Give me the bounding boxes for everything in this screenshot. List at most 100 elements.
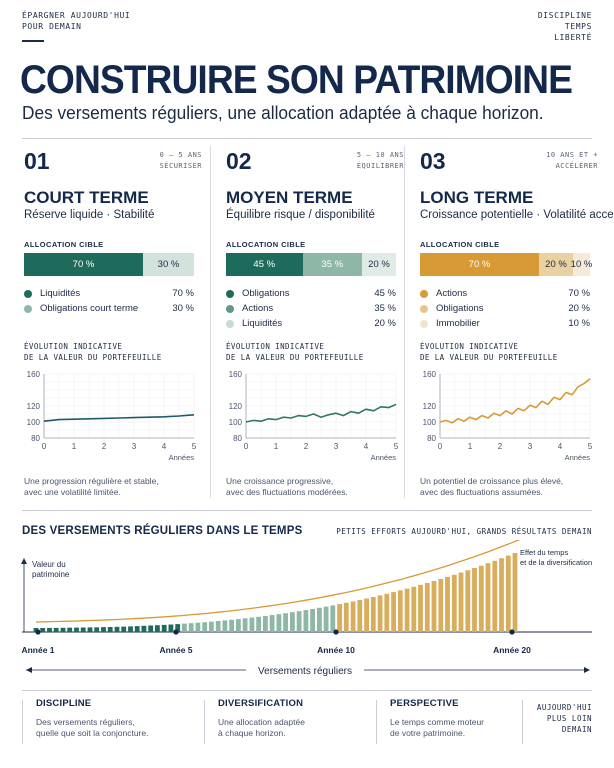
description-line: Une progression régulière et stable, — [24, 476, 159, 486]
legend-item: Liquidités 70 % — [24, 286, 194, 301]
horizon-column-short: 01 0 – 5 ANS SÉCURISER COURT TERME Réserve l… — [24, 146, 202, 506]
contribution-bar — [310, 609, 315, 632]
contribution-bar — [269, 615, 275, 632]
contribution-bar — [337, 604, 342, 632]
allocation-segment: 20 % — [539, 253, 573, 276]
value-word: LIBERTÉ — [554, 33, 592, 42]
legend-dot-icon — [226, 289, 234, 298]
contribution-bar — [411, 586, 417, 632]
contribution-bar — [94, 627, 100, 632]
growth-annotation: Effet du temps — [520, 548, 568, 557]
portfolio-value-chart: 80 100 120 160 0 1 2 3 4 5 Années — [229, 370, 399, 462]
tagline-line: POUR DEMAIN — [22, 22, 82, 31]
term-subtitle: Équilibre risque / disponibilité — [226, 209, 375, 221]
axis-arrow-icon — [21, 558, 27, 564]
contribution-bar — [148, 625, 154, 632]
y-tick-label: 120 — [423, 402, 437, 411]
arrow-right-icon — [584, 667, 590, 673]
contribution-bar — [404, 588, 410, 632]
contribution-bar — [168, 624, 174, 632]
legend-item: Obligations court terme 30 % — [24, 301, 194, 316]
legend-item: Obligations 45 % — [226, 286, 396, 301]
column-description: Une progression régulière et stable, avec… — [24, 476, 159, 498]
contribution-bar — [343, 602, 349, 632]
timeline-marker-icon — [173, 629, 179, 635]
contribution-bar — [121, 626, 127, 632]
y-tick-label: 160 — [423, 370, 437, 379]
horizon-line: ÉQUILIBRER — [356, 162, 404, 170]
description-line: avec des fluctuations modérées. — [226, 487, 348, 497]
value-series-line — [439, 378, 591, 424]
page-subtitle: Des versements réguliers, une allocation… — [22, 103, 544, 123]
contribution-bar — [424, 583, 430, 632]
pillar-text: de votre patrimoine. — [390, 728, 466, 738]
pillar-diversification: DIVERSIFICATION Une allocation adaptée à… — [218, 698, 305, 739]
contribution-bar — [485, 563, 491, 632]
y-tick-label: 100 — [229, 418, 243, 427]
x-tick-label: 0 — [438, 442, 443, 451]
legend-percent: 20 % — [374, 318, 396, 329]
horizon-column-long: 03 10 ANS ET + ACCÉLÉRER LONG TERME Croissan… — [420, 146, 614, 506]
evolution-title: ÉVOLUTION INDICATIVE DE LA VALEUR DU PORT… — [420, 341, 558, 363]
contribution-bar — [40, 628, 46, 632]
tagline-rule — [22, 40, 44, 42]
value-series-line — [245, 403, 397, 423]
allocation-title: ALLOCATION CIBLE — [420, 240, 500, 249]
value-series-line — [43, 414, 195, 422]
legend-dot-icon — [420, 289, 428, 298]
contribution-bar — [418, 584, 423, 632]
contribution-bar — [182, 623, 187, 632]
contribution-bar — [290, 612, 295, 632]
allocation-title: ALLOCATION CIBLE — [24, 240, 104, 249]
x-tick-label: 4 — [364, 442, 369, 451]
x-tick-label: 1 — [468, 442, 473, 451]
evolution-title: ÉVOLUTION INDICATIVE DE LA VALEUR DU PORT… — [24, 341, 162, 363]
evolution-title-line: DE LA VALEUR DU PORTEFEUILLE — [24, 353, 162, 362]
timeline-marker-label: Année 5 — [159, 645, 192, 655]
values-list: DISCIPLINE TEMPS LIBERTÉ — [538, 10, 592, 43]
timeline-marker-label: Année 1 — [21, 645, 54, 655]
portfolio-value-chart: 80 100 120 160 0 1 2 3 4 5 Années — [423, 370, 593, 462]
allocation-segment: 10 % — [571, 253, 592, 276]
legend-percent: 20 % — [568, 303, 590, 314]
description-line: avec une volatilité limitée. — [24, 487, 121, 497]
legend-label: Immobilier — [436, 318, 480, 329]
term-subtitle: Réserve liquide · Stabilité — [24, 209, 155, 221]
contribution-bar — [296, 611, 302, 632]
x-axis-label: Années — [169, 453, 195, 462]
x-tick-label: 3 — [528, 442, 533, 451]
contribution-bar — [53, 627, 59, 632]
column-number: 02 — [226, 148, 252, 174]
value-word: TEMPS — [564, 22, 592, 31]
legend-dot-icon — [226, 304, 234, 313]
y-tick-label: 100 — [423, 418, 437, 427]
x-tick-label: 4 — [558, 442, 563, 451]
allocation-segment: 20 % — [362, 253, 396, 276]
horizon-line: 0 – 5 ANS — [159, 151, 202, 159]
legend-item: Immobilier 10 % — [420, 316, 590, 331]
evolution-title-line: DE LA VALEUR DU PORTEFEUILLE — [226, 353, 364, 362]
contribution-bar — [256, 616, 261, 632]
contribution-bar — [317, 607, 322, 632]
allocation-segment: 35 % — [302, 253, 362, 276]
allocation-bar: 45 % 35 % 20 % — [226, 253, 396, 276]
pillar-perspective: PERSPECTIVE Le temps comme moteur de vot… — [390, 698, 484, 739]
y-tick-label: 80 — [233, 434, 242, 443]
term-subtitle: Croissance potentielle · Volatilité acce… — [420, 209, 614, 221]
y-tick-label: 160 — [27, 370, 41, 379]
x-tick-label: 5 — [394, 442, 399, 451]
contribution-bar — [357, 600, 363, 632]
contribution-bar — [276, 614, 282, 632]
growth-annotation: et de la diversification — [520, 558, 592, 567]
allocation-segment: 30 % — [143, 253, 194, 276]
contribution-bar — [438, 579, 444, 632]
value-word: DISCIPLINE — [537, 11, 592, 20]
horizon-column-mid: 02 5 – 10 ANS ÉQUILIBRER MOYEN TERME Équilib… — [226, 146, 404, 506]
allocation-legend: Obligations 45 % Actions 35 % Liquidités 20 % — [226, 286, 396, 331]
column-divider — [404, 146, 405, 498]
horizon-range: 5 – 10 ANS ÉQUILIBRER — [357, 150, 404, 172]
contribution-bar — [431, 581, 437, 632]
legend-label: Obligations — [436, 303, 484, 314]
column-description: Une croissance progressive, avec des fluc… — [226, 476, 348, 498]
y-tick-label: 160 — [229, 370, 243, 379]
